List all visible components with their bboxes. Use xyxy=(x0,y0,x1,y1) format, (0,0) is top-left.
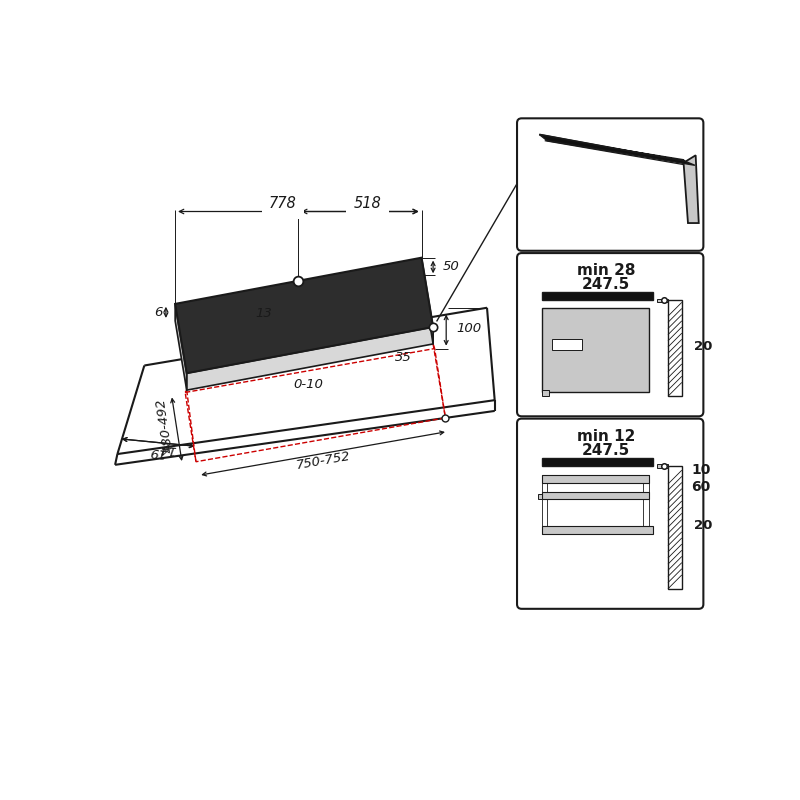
Text: 480-492: 480-492 xyxy=(154,398,176,454)
Bar xyxy=(668,466,682,589)
Bar xyxy=(538,494,542,498)
Text: 60: 60 xyxy=(691,480,710,494)
Polygon shape xyxy=(175,258,433,373)
Text: 20: 20 xyxy=(694,519,713,532)
Polygon shape xyxy=(175,304,186,390)
Bar xyxy=(542,475,649,482)
Bar xyxy=(668,300,682,396)
Bar xyxy=(643,475,649,534)
Text: 19: 19 xyxy=(150,445,167,459)
Bar xyxy=(553,338,582,350)
Text: 247.5: 247.5 xyxy=(582,442,630,458)
Text: 247.5: 247.5 xyxy=(582,277,630,292)
FancyBboxPatch shape xyxy=(517,253,703,416)
Bar xyxy=(542,458,653,466)
Bar xyxy=(542,308,649,393)
FancyBboxPatch shape xyxy=(517,118,703,250)
Bar xyxy=(542,492,649,499)
Text: 14: 14 xyxy=(158,442,176,456)
Text: 518: 518 xyxy=(354,196,382,211)
Polygon shape xyxy=(422,258,433,344)
Text: 100: 100 xyxy=(456,322,482,334)
Text: 13: 13 xyxy=(255,307,272,321)
Polygon shape xyxy=(186,327,433,390)
Bar xyxy=(542,390,550,396)
Text: 20: 20 xyxy=(694,340,713,353)
Text: 750-752: 750-752 xyxy=(295,450,351,472)
Polygon shape xyxy=(539,134,695,166)
Text: 35: 35 xyxy=(395,351,412,364)
Text: 10: 10 xyxy=(691,463,710,478)
Bar xyxy=(542,475,547,534)
Bar xyxy=(657,298,668,302)
Text: min 12: min 12 xyxy=(577,429,635,444)
Text: 6: 6 xyxy=(154,306,162,319)
Text: 50: 50 xyxy=(443,260,460,273)
Text: 0-10: 0-10 xyxy=(294,378,323,391)
Bar xyxy=(542,292,653,300)
FancyBboxPatch shape xyxy=(517,418,703,609)
Bar xyxy=(657,464,668,468)
Polygon shape xyxy=(539,134,698,223)
Bar xyxy=(542,526,653,534)
Text: 778: 778 xyxy=(269,196,297,211)
Text: min 28: min 28 xyxy=(577,263,636,278)
